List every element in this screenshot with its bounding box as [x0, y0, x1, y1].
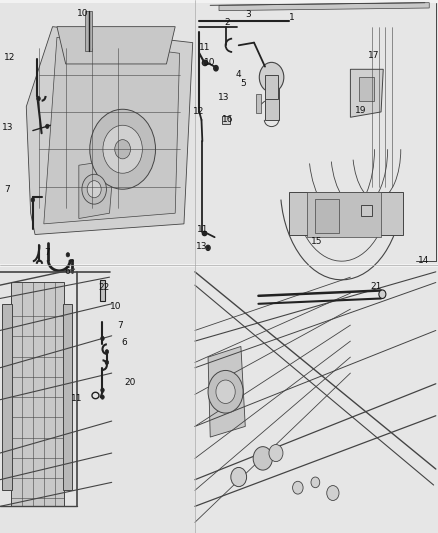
Text: 10: 10 — [204, 59, 215, 67]
Circle shape — [203, 231, 206, 236]
Circle shape — [216, 380, 235, 403]
Text: 15: 15 — [311, 237, 322, 246]
Text: 3: 3 — [245, 11, 251, 19]
Text: 13: 13 — [196, 243, 207, 251]
Circle shape — [105, 350, 109, 354]
Text: 2: 2 — [225, 18, 230, 27]
Text: 10: 10 — [110, 302, 122, 311]
Text: 22: 22 — [99, 284, 110, 292]
Bar — [63, 304, 72, 490]
Text: 12: 12 — [4, 53, 16, 61]
Polygon shape — [26, 27, 193, 235]
Bar — [195, 3, 438, 264]
Text: 20: 20 — [124, 378, 135, 386]
Text: 7: 7 — [4, 185, 10, 193]
Text: 7: 7 — [44, 248, 49, 256]
Polygon shape — [219, 3, 429, 11]
Bar — [315, 199, 339, 233]
Bar — [11, 282, 64, 506]
Circle shape — [37, 96, 40, 101]
Text: 7: 7 — [117, 321, 123, 329]
Circle shape — [259, 62, 284, 92]
Circle shape — [269, 445, 283, 462]
Bar — [361, 205, 372, 216]
Text: 11: 11 — [199, 44, 210, 52]
Circle shape — [101, 336, 104, 341]
Circle shape — [327, 486, 339, 500]
Circle shape — [203, 61, 207, 65]
Bar — [256, 94, 261, 113]
Circle shape — [66, 253, 70, 257]
Circle shape — [82, 174, 106, 204]
Polygon shape — [265, 77, 279, 120]
Text: 16: 16 — [222, 116, 233, 124]
Circle shape — [214, 66, 218, 70]
Polygon shape — [289, 192, 403, 235]
Circle shape — [379, 290, 386, 298]
Text: 1: 1 — [289, 13, 295, 22]
Polygon shape — [208, 346, 245, 437]
Circle shape — [231, 467, 247, 487]
Circle shape — [311, 477, 320, 488]
Circle shape — [206, 246, 210, 250]
Circle shape — [115, 140, 131, 159]
Text: 17: 17 — [368, 52, 379, 60]
Text: 14: 14 — [418, 256, 430, 264]
Circle shape — [208, 370, 243, 413]
Circle shape — [103, 125, 142, 173]
Text: 21: 21 — [370, 282, 381, 291]
Polygon shape — [307, 192, 381, 237]
Bar — [359, 77, 374, 101]
Text: 11: 11 — [71, 394, 83, 403]
Text: 19: 19 — [355, 107, 366, 115]
Text: 12: 12 — [193, 108, 204, 116]
Circle shape — [253, 447, 272, 470]
Circle shape — [101, 388, 104, 392]
Text: 13: 13 — [2, 124, 14, 132]
Text: 4: 4 — [235, 70, 241, 79]
Circle shape — [46, 124, 49, 128]
Text: 10: 10 — [77, 9, 88, 18]
Circle shape — [105, 360, 109, 365]
Bar — [0, 266, 195, 533]
Bar — [100, 280, 105, 301]
Circle shape — [293, 481, 303, 494]
Text: 13: 13 — [218, 93, 230, 101]
Bar — [222, 116, 230, 124]
Text: 5: 5 — [240, 79, 246, 88]
Text: 6: 6 — [121, 338, 127, 346]
Polygon shape — [57, 27, 175, 64]
Circle shape — [87, 181, 101, 198]
Polygon shape — [79, 160, 114, 219]
Bar — [195, 266, 438, 533]
Bar — [85, 11, 92, 51]
Circle shape — [31, 198, 35, 202]
Circle shape — [90, 109, 155, 189]
Bar — [0, 3, 195, 264]
Text: 11: 11 — [197, 225, 208, 233]
Polygon shape — [44, 37, 180, 224]
Circle shape — [101, 395, 104, 399]
Bar — [2, 304, 12, 490]
Text: 6: 6 — [65, 268, 71, 276]
Polygon shape — [350, 69, 383, 117]
Bar — [265, 75, 278, 99]
